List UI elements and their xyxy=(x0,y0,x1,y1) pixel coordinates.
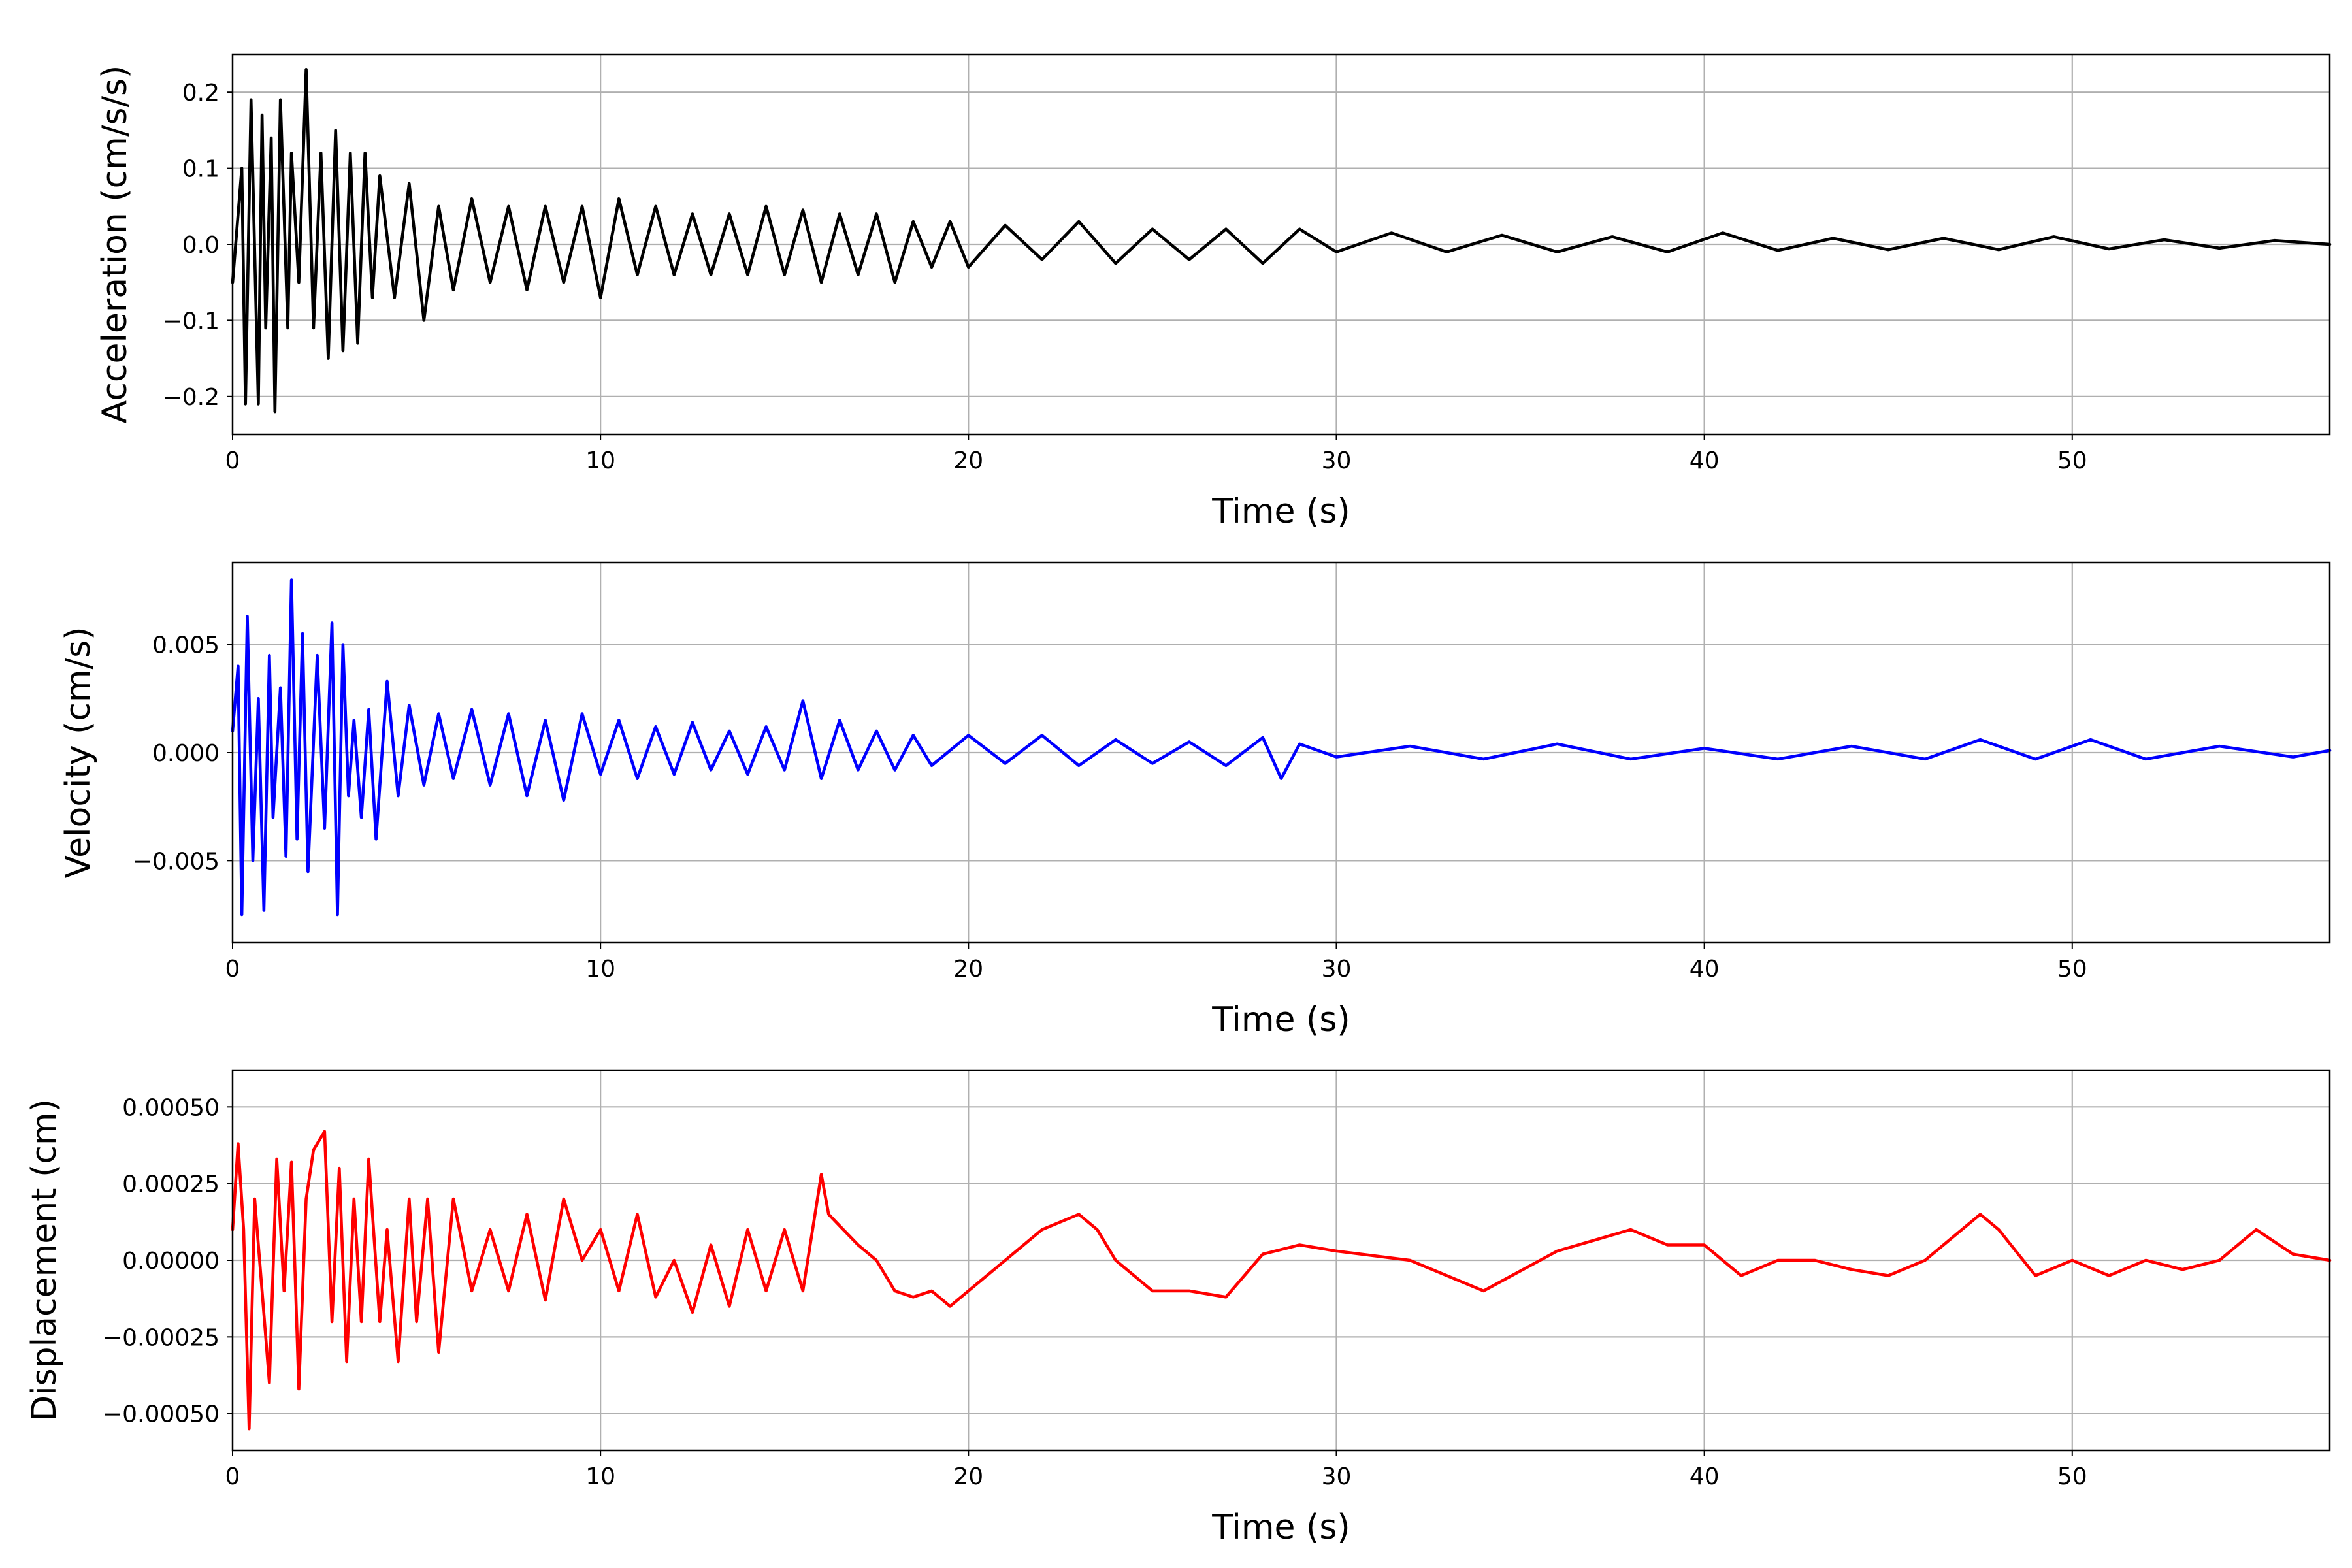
acceleration-y-tick-label: 0.1 xyxy=(182,156,220,183)
displacement-y-tick-label: −0.00025 xyxy=(103,1324,220,1351)
displacement-x-tick-label: 30 xyxy=(1322,1463,1352,1490)
velocity-series-line xyxy=(231,578,2332,917)
acceleration-x-tick-label: 40 xyxy=(1690,448,1720,474)
acceleration-x-tick-label: 10 xyxy=(585,448,615,474)
displacement-y-tick-label: 0.00000 xyxy=(122,1248,220,1275)
acceleration-series-line xyxy=(231,68,2332,414)
velocity-x-axis-label: Time (s) xyxy=(1211,1000,1350,1039)
acceleration-x-tick-label: 0 xyxy=(225,448,240,474)
velocity-x-tick-label: 30 xyxy=(1322,956,1352,983)
velocity-y-tick-label: −0.005 xyxy=(133,848,220,875)
velocity-y-tick-label: 0.000 xyxy=(152,740,220,767)
displacement-y-tick-label: 0.00050 xyxy=(122,1094,220,1121)
acceleration-panel: 0 10 20 30 40 50 −0.2 −0.1 0.0 0.1 0.2 Time (s) Acce… xyxy=(95,53,2332,531)
velocity-x-tick-label: 40 xyxy=(1690,956,1720,983)
acceleration-x-axis-label: Time (s) xyxy=(1211,492,1350,531)
acceleration-y-tick-label: −0.2 xyxy=(163,384,220,411)
displacement-x-tick-label: 0 xyxy=(225,1463,240,1490)
displacement-x-tick-label: 40 xyxy=(1690,1463,1720,1490)
acceleration-x-tick-label: 50 xyxy=(2057,448,2087,474)
displacement-x-tick-label: 20 xyxy=(953,1463,983,1490)
velocity-x-tick-label: 20 xyxy=(953,956,983,983)
velocity-x-tick-label: 0 xyxy=(225,956,240,983)
acceleration-y-tick-label: 0.0 xyxy=(182,232,220,259)
displacement-x-axis-label: Time (s) xyxy=(1211,1508,1350,1547)
displacement-x-tick-label: 50 xyxy=(2057,1463,2087,1490)
acceleration-x-tick-label: 30 xyxy=(1322,448,1352,474)
velocity-y-tick-label: 0.005 xyxy=(152,632,220,659)
velocity-y-axis-label: Velocity (cm/s) xyxy=(59,627,98,879)
acceleration-x-tick-label: 20 xyxy=(953,448,983,474)
acceleration-y-tick-label: 0.2 xyxy=(182,80,220,106)
velocity-x-tick-label: 10 xyxy=(585,956,615,983)
acceleration-y-axis-label: Acceleration (cm/s/s) xyxy=(95,65,135,424)
displacement-y-tick-label: 0.00025 xyxy=(122,1171,220,1198)
displacement-series-line xyxy=(231,1130,2332,1431)
displacement-y-tick-label: −0.00050 xyxy=(103,1401,220,1428)
velocity-panel: 0 10 20 30 40 50 −0.005 0.000 0.005 Time (s) Veloc… xyxy=(59,561,2332,1039)
acceleration-y-tick-label: −0.1 xyxy=(163,308,220,335)
displacement-x-tick-label: 10 xyxy=(585,1463,615,1490)
velocity-x-tick-label: 50 xyxy=(2057,956,2087,983)
displacement-y-axis-label: Displacement (cm) xyxy=(25,1099,64,1422)
displacement-panel: 0 10 20 30 40 50 −0.00050 −0.00025 0.00000 0.0002… xyxy=(25,1069,2332,1547)
